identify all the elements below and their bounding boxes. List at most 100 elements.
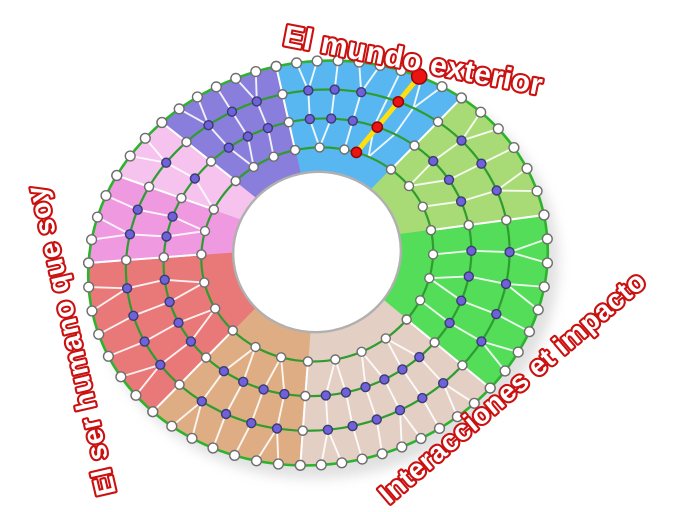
wheel-node-purple[interactable]	[155, 359, 166, 370]
wheel-node-white[interactable]	[492, 123, 504, 135]
wheel-node-purple[interactable]	[164, 296, 175, 308]
wheel-node-purple[interactable]	[356, 86, 367, 98]
wheel-node-purple[interactable]	[329, 84, 340, 95]
wheel-node-white[interactable]	[199, 277, 210, 288]
wheel-node-purple[interactable]	[476, 336, 487, 347]
wheel-node-white[interactable]	[156, 116, 168, 129]
wheel-node-white[interactable]	[508, 142, 520, 154]
wheel-node-white[interactable]	[230, 72, 242, 85]
wheel-node-white[interactable]	[147, 406, 159, 418]
wheel-node-purple[interactable]	[397, 364, 408, 375]
wheel-node-purple[interactable]	[322, 424, 334, 435]
wheel-node-white[interactable]	[191, 91, 204, 103]
wheel-node-white[interactable]	[139, 132, 151, 144]
wheel-node-white[interactable]	[83, 281, 95, 293]
wheel-node-purple[interactable]	[379, 374, 390, 385]
wheel-node-purple[interactable]	[160, 157, 172, 168]
wheel-node-white[interactable]	[501, 214, 512, 226]
wheel-node-white[interactable]	[415, 432, 427, 445]
wheel-node-purple[interactable]	[220, 408, 232, 420]
wheel-node-purple[interactable]	[185, 336, 197, 347]
wheel-node-purple[interactable]	[491, 185, 502, 196]
wheel-node-white[interactable]	[143, 181, 155, 193]
wheel-node-white[interactable]	[207, 442, 219, 454]
wheel-node-white[interactable]	[451, 411, 464, 423]
nodes-layer[interactable]	[82, 55, 554, 471]
wheel-node-white[interactable]	[289, 144, 301, 156]
wheel-node-purple[interactable]	[456, 295, 467, 306]
wheel-node-white[interactable]	[532, 304, 544, 316]
wheel-node-white[interactable]	[291, 57, 303, 69]
wheel-node-purple[interactable]	[394, 405, 406, 416]
wheel-node-white[interactable]	[86, 305, 98, 317]
wheel-node-white[interactable]	[283, 116, 294, 128]
wheel-node-white[interactable]	[332, 55, 344, 67]
wheel-node-white[interactable]	[330, 354, 341, 365]
wheel-node-white[interactable]	[166, 420, 178, 432]
wheel-node-white[interactable]	[272, 458, 285, 470]
wheel-node-purple[interactable]	[161, 231, 172, 242]
wheel-node-white[interactable]	[429, 337, 440, 348]
wheel-node-purple[interactable]	[173, 317, 184, 328]
wheel-node-purple[interactable]	[444, 317, 455, 329]
wheel-node-white[interactable]	[85, 234, 98, 246]
wheel-node-purple[interactable]	[360, 381, 371, 393]
wheel-node-white[interactable]	[250, 65, 262, 78]
wheel-node-white[interactable]	[457, 360, 468, 371]
wheel-node-white[interactable]	[196, 249, 207, 260]
wheel-node-white[interactable]	[181, 136, 192, 148]
wheel-node-white[interactable]	[538, 281, 550, 293]
wheel-node-white[interactable]	[248, 161, 259, 173]
wheel-node-purple[interactable]	[167, 211, 178, 222]
wheel-node-white[interactable]	[541, 257, 554, 269]
wheel-node-purple[interactable]	[443, 174, 455, 186]
wheel-node-white[interactable]	[521, 162, 533, 175]
wheel-node-purple[interactable]	[246, 417, 257, 429]
wheel-node-white[interactable]	[336, 457, 348, 469]
wheel-node-white[interactable]	[210, 81, 222, 93]
wheel-node-purple[interactable]	[189, 173, 201, 184]
wheel-node-white[interactable]	[311, 55, 323, 67]
wheel-node-purple[interactable]	[196, 396, 208, 407]
wheel-node-white[interactable]	[455, 92, 468, 104]
wheel-node-white[interactable]	[199, 225, 211, 237]
wheel-node-purple[interactable]	[463, 271, 474, 282]
wheel-node-purple[interactable]	[326, 113, 337, 124]
wheel-node-white[interactable]	[82, 257, 95, 269]
wheel-node-white[interactable]	[275, 352, 287, 363]
wheel-node-purple[interactable]	[128, 310, 139, 321]
wheel-node-purple[interactable]	[455, 196, 467, 207]
wheel-node-white[interactable]	[208, 204, 220, 215]
wheel-node-purple[interactable]	[121, 283, 133, 294]
wheel-node-purple[interactable]	[262, 122, 274, 134]
wheel-node-purple[interactable]	[347, 420, 358, 432]
wheel-node-white[interactable]	[268, 151, 279, 162]
wheel-node-white[interactable]	[100, 190, 112, 202]
wheel-node-white[interactable]	[102, 350, 115, 362]
wheel-node-purple[interactable]	[218, 366, 230, 377]
wheel-node-white[interactable]	[302, 356, 314, 367]
wheel-node-purple[interactable]	[320, 390, 331, 401]
wheel-node-white[interactable]	[356, 346, 367, 357]
wheel-node-white[interactable]	[186, 432, 198, 444]
selected-node[interactable]	[392, 95, 405, 108]
wheel-node-white[interactable]	[353, 56, 365, 68]
wheel-node-white[interactable]	[173, 103, 185, 115]
wheel-node-white[interactable]	[538, 209, 550, 221]
wheel-node-purple[interactable]	[237, 376, 249, 387]
wheel-node-white[interactable]	[424, 273, 435, 284]
selected-node[interactable]	[371, 121, 384, 133]
wheel-node-purple[interactable]	[438, 378, 449, 389]
wheel-node-white[interactable]	[380, 333, 391, 344]
wheel-node-white[interactable]	[314, 142, 325, 153]
wheel-node-white[interactable]	[277, 89, 288, 100]
wheel-node-purple[interactable]	[456, 135, 467, 146]
wheel-node-white[interactable]	[270, 60, 282, 73]
wheel-node-white[interactable]	[111, 169, 123, 182]
wheel-node-white[interactable]	[523, 326, 536, 338]
wheel-node-purple[interactable]	[223, 142, 234, 153]
wheel-node-white[interactable]	[294, 459, 306, 471]
wheel-node-white[interactable]	[174, 379, 185, 390]
